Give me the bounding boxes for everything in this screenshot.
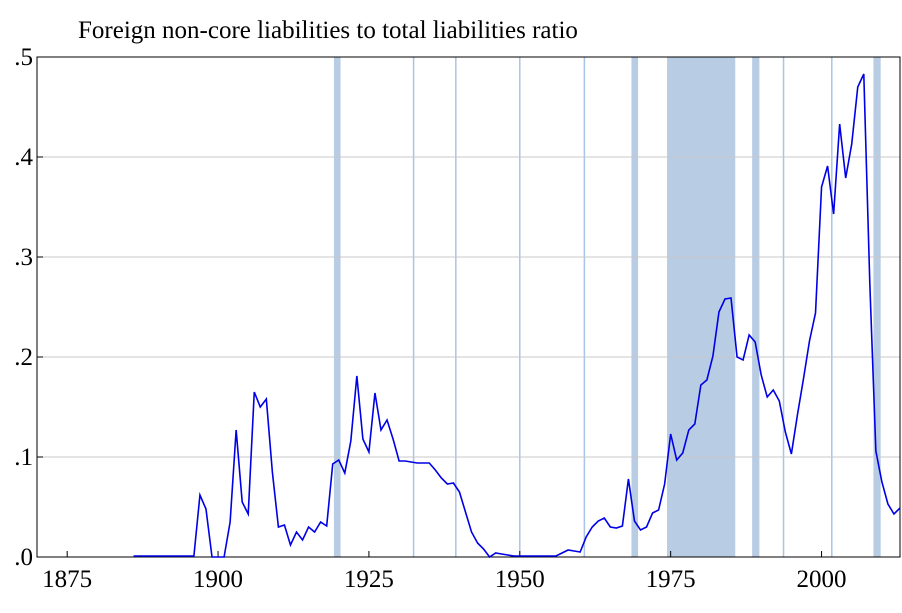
y-tick-label: .2 [14,344,33,371]
x-tick-label: 1875 [42,566,92,593]
shaded-period [831,57,833,557]
y-tick-label: .4 [14,144,33,171]
y-tick-label: .3 [14,244,33,271]
shaded-period [583,57,586,557]
shaded-period [519,57,521,557]
shaded-period [873,57,881,557]
x-tick-label: 1950 [495,566,545,593]
x-tick-label: 1900 [193,566,243,593]
shaded-period [752,57,760,557]
data-line [133,73,901,559]
plot-frame [36,56,901,558]
shaded-period [455,57,457,557]
shaded-period [412,57,415,557]
shaded-period [333,57,341,557]
y-tick-label: .1 [14,444,33,471]
shaded-period [631,57,639,557]
x-tick-label: 1925 [344,566,394,593]
chart-title: Foreign non-core liabilities to total li… [78,17,578,44]
y-tick-label: .5 [14,44,33,71]
shaded-period [667,57,736,557]
x-tick-label: 1975 [646,566,696,593]
y-tick-label: .0 [14,544,33,571]
x-tick-label: 2000 [797,566,847,593]
shaded-period [782,57,785,557]
